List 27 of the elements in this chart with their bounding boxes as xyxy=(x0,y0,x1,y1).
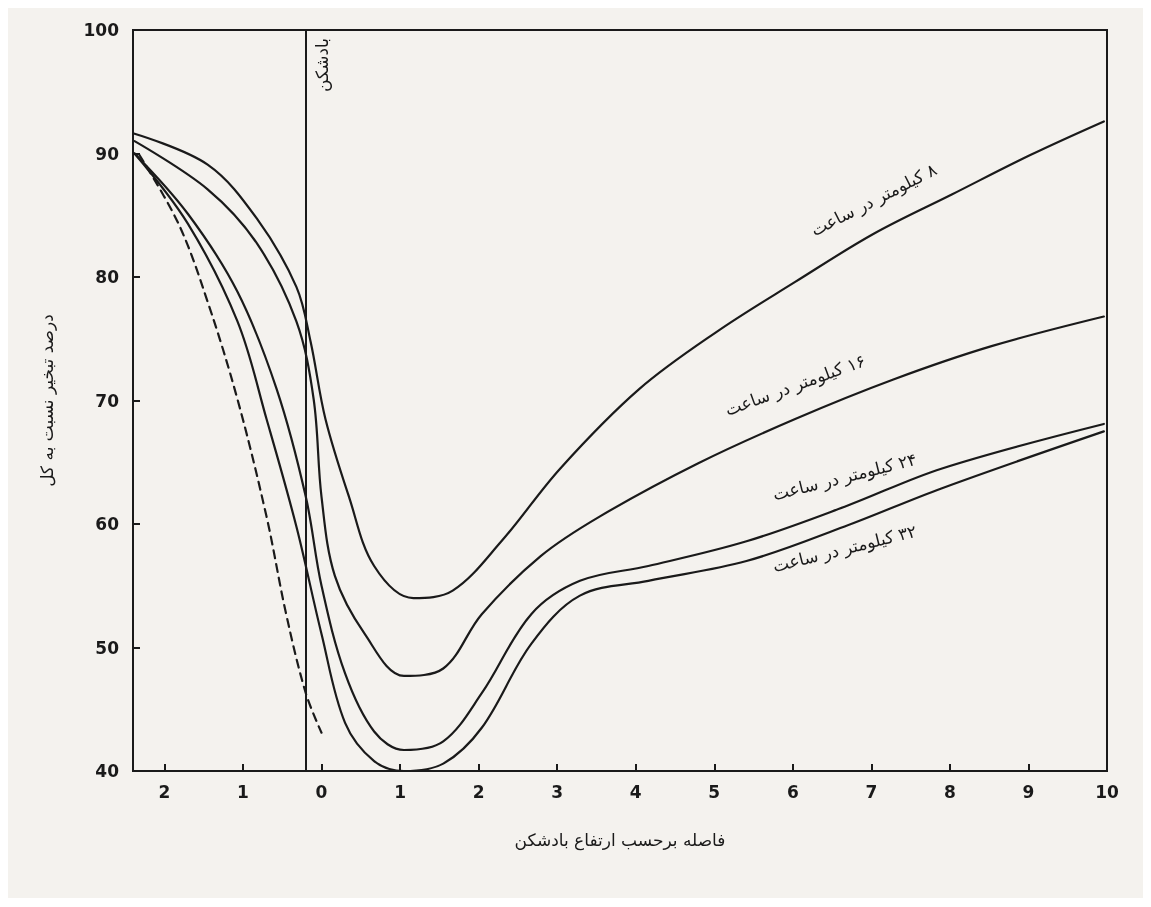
y-tick-label: 70 xyxy=(95,390,120,411)
text: ۸ کیلومتر در ساعت xyxy=(807,159,940,241)
x-tick-label: 1 xyxy=(394,781,406,802)
y-tick-label: 100 xyxy=(83,20,120,40)
y-tick-label: 80 xyxy=(95,267,120,287)
x-tick-label: 10 xyxy=(1095,781,1119,802)
x-axis-title: فاصله برحسب ارتفاع بادشکن xyxy=(514,829,726,851)
x-tick-label: 7 xyxy=(865,781,878,802)
y-axis-title: درصد تبخیر نسبت به کل xyxy=(36,314,57,487)
text: ۳۲ کیلومتر در ساعت xyxy=(770,520,919,577)
x-tick-label: 1 xyxy=(237,781,249,802)
y-tick-label: 50 xyxy=(95,637,120,658)
y-tick-label: 40 xyxy=(95,761,120,781)
text: ۲۴ کیلومتر در ساعت xyxy=(770,449,919,505)
x-tick-label: 8 xyxy=(943,781,956,802)
x-tick-label: 4 xyxy=(629,781,642,802)
y-tick-label: 90 xyxy=(95,143,120,164)
x-tick-label: 3 xyxy=(551,781,564,802)
x-tick-label: 2 xyxy=(472,781,485,802)
x-tick-label: 0 xyxy=(315,781,328,802)
ref-line-label: بادشکن xyxy=(312,38,333,93)
x-tick-label: 9 xyxy=(1022,781,1035,802)
y-tick-label: 60 xyxy=(95,514,120,534)
x-tick-label: 2 xyxy=(158,781,171,802)
x-tick-label: 6 xyxy=(786,781,799,802)
x-tick-label: 5 xyxy=(708,781,721,802)
text: ۱۶ کیلومتر در ساعت xyxy=(722,350,869,420)
